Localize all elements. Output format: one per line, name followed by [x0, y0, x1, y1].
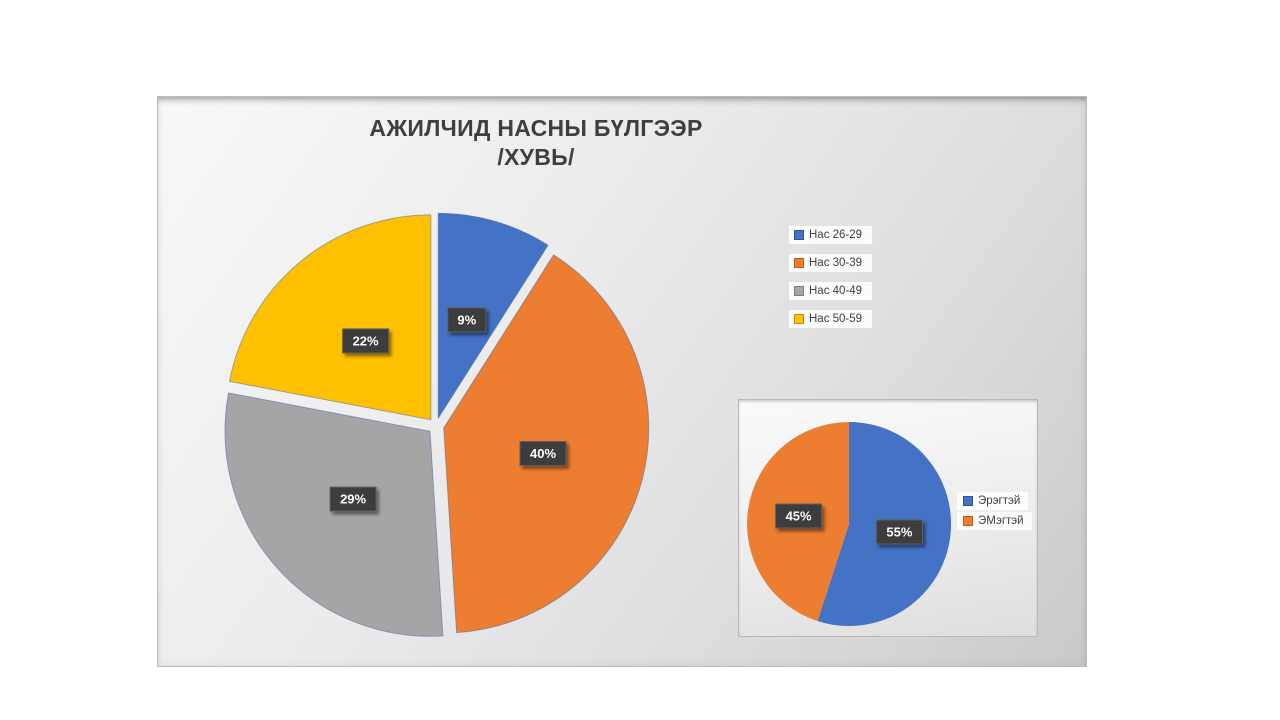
- legend-item-Эрэгтэй[interactable]: Эрэгтэй: [957, 492, 1029, 510]
- slide-panel: АЖИЛЧИД НАСНЫ БҮЛГЭЭР /ХУВЬ/ 9% 40% 29% 22%…: [157, 96, 1087, 667]
- legend-item-Нас 50-59[interactable]: Нас 50-59: [789, 310, 873, 328]
- data-label-text: 22%: [353, 334, 379, 349]
- legend-swatch-icon: [963, 496, 973, 506]
- legend-item-Нас 30-39[interactable]: Нас 30-39: [789, 254, 873, 272]
- pie-slice-Нас 26-29[interactable]: [437, 212, 549, 420]
- gender-legend: Эрэгтэй ЭМэгтэй: [957, 492, 1032, 530]
- data-label-badge: 29%: [329, 486, 377, 512]
- gender-chart-panel: 55% 45% Эрэгтэй ЭМэгтэй: [738, 399, 1038, 637]
- data-label-text: 9%: [457, 313, 476, 328]
- data-label-text: 55%: [886, 525, 912, 540]
- pie-slice-Нас 50-59[interactable]: [228, 214, 432, 421]
- legend-item-Нас 26-29[interactable]: Нас 26-29: [789, 226, 873, 244]
- legend-label: Нас 50-59: [809, 313, 863, 325]
- data-label-badge: 45%: [775, 503, 823, 529]
- legend-item-ЭМэгтэй[interactable]: ЭМэгтэй: [957, 512, 1032, 530]
- pie-slice-Нас 40-49[interactable]: [224, 392, 444, 637]
- legend-swatch-icon: [794, 258, 804, 268]
- legend-label: Нас 30-39: [809, 257, 863, 269]
- data-label-badge: 55%: [875, 519, 923, 545]
- gender-pie-chart: 55% 45%: [747, 422, 952, 626]
- data-label-badge: 9%: [447, 307, 487, 333]
- data-label-badge: 40%: [519, 441, 567, 466]
- legend-item-Нас 40-49[interactable]: Нас 40-49: [789, 282, 873, 300]
- legend-label: Нас 26-29: [809, 229, 863, 241]
- legend-swatch-icon: [794, 314, 804, 324]
- legend-swatch-icon: [794, 286, 804, 296]
- legend-swatch-icon: [794, 230, 804, 240]
- chart-title-line1: АЖИЛЧИД НАСНЫ БҮЛГЭЭР: [369, 115, 703, 141]
- data-label-text: 45%: [786, 509, 812, 524]
- age-legend: Нас 26-29 Нас 30-39 Нас 40-49 Нас 50-59: [789, 226, 873, 328]
- legend-label: ЭМэгтэй: [978, 515, 1024, 527]
- chart-title-line2: /ХУВЬ/: [497, 143, 575, 170]
- age-distribution-pie-chart: 9% 40% 29% 22%: [224, 212, 650, 637]
- data-label-text: 29%: [340, 492, 366, 507]
- legend-label: Эрэгтэй: [978, 495, 1021, 507]
- chart-title: АЖИЛЧИД НАСНЫ БҮЛГЭЭР /ХУВЬ/: [226, 114, 846, 171]
- data-label-badge: 22%: [342, 328, 390, 354]
- data-label-text: 40%: [530, 446, 556, 461]
- legend-label: Нас 40-49: [809, 285, 863, 297]
- legend-swatch-icon: [963, 516, 973, 526]
